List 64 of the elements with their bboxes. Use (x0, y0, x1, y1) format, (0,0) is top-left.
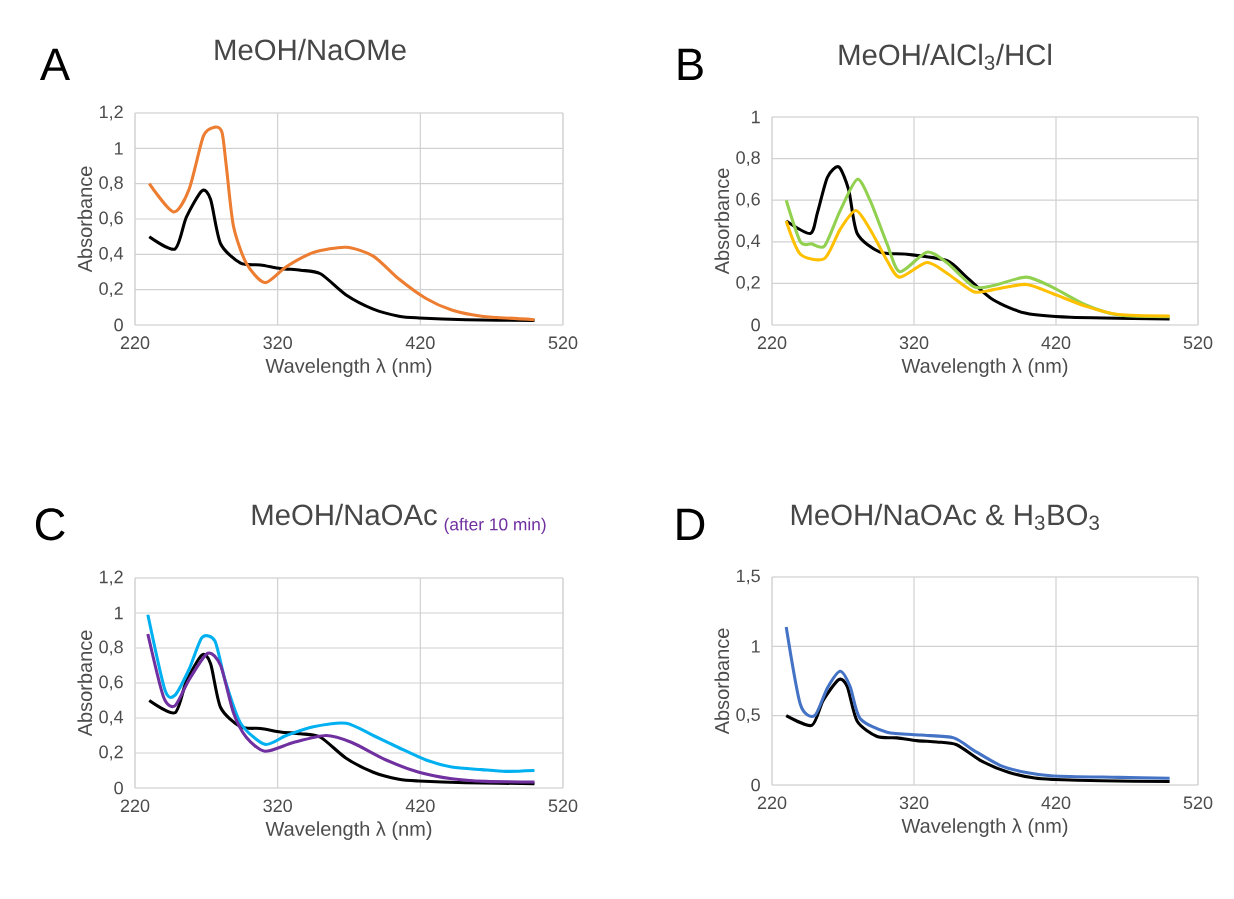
x-tick-label: 220 (757, 796, 787, 810)
text: B (678, 48, 703, 80)
chart-title: MeOH/NaOAc (252, 503, 437, 526)
y-axis-title: Absorbance (714, 628, 730, 735)
y-tick-label: 0,8 (736, 151, 760, 167)
x-tick-label: 520 (548, 336, 578, 350)
y-tick-label: 0 (751, 778, 760, 792)
x-tick-label: 520 (1183, 796, 1213, 810)
y-tick-label: 1,5 (736, 569, 760, 585)
y-tick-label: 1,2 (99, 105, 123, 121)
x-tick-label: 420 (405, 799, 435, 813)
x-tick-label: 420 (1041, 336, 1071, 350)
y-tick-label: 0,2 (736, 275, 760, 291)
chart-title: MeOH/NaOMe (215, 38, 406, 61)
x-tick-label: 520 (1183, 336, 1213, 350)
y-tick-label: 0,4 (99, 246, 124, 262)
x-tick-label: 320 (263, 336, 292, 350)
y-tick-label: 0,8 (99, 176, 123, 192)
x-tick-label: 320 (263, 799, 292, 813)
y-tick-label: 1 (114, 606, 123, 620)
y-axis-title: Absorbance (77, 630, 93, 737)
y-tick-label: 0 (114, 781, 123, 795)
y-tick-label: 0,6 (99, 211, 123, 227)
line-series (147, 189, 537, 323)
chart-title: MeOH/NaOAc & H$_{3}$BO$_{3}$ (791, 503, 1099, 531)
text: C (35, 508, 65, 541)
x-tick-label: 420 (405, 336, 435, 350)
x-tick-label: 220 (757, 336, 787, 350)
x-axis-title: Wavelength λ (nm) (265, 358, 432, 377)
line-series (146, 632, 537, 784)
y-tick-label: 0,6 (736, 192, 760, 208)
line-series (784, 678, 1172, 784)
y-tick-label: 0,2 (99, 745, 123, 761)
y-axis-title: Absorbance (77, 166, 93, 273)
y-tick-label: 0,2 (99, 282, 123, 298)
y-tick-label: 1 (752, 640, 760, 653)
x-axis-title: Wavelength λ (nm) (265, 821, 432, 840)
line-series (784, 209, 1172, 318)
x-tick-label: 520 (548, 799, 578, 813)
x-tick-label: 220 (120, 336, 150, 350)
y-tick-label: 1,2 (99, 570, 123, 586)
line-series (146, 613, 537, 773)
line-series (784, 625, 1172, 780)
y-tick-label: 1 (752, 110, 760, 124)
chart-title: MeOH/AlCl$_{3}$/HCl (839, 43, 1051, 71)
text: A (39, 48, 71, 80)
y-tick-label: 1 (114, 142, 123, 155)
line-series (147, 125, 537, 322)
y-tick-label: 0 (751, 318, 760, 332)
x-tick-label: 320 (899, 796, 929, 810)
x-tick-label: 420 (1041, 796, 1071, 810)
text: D (677, 508, 705, 540)
x-tick-label: 320 (899, 336, 929, 350)
y-tick-label: 0,4 (99, 710, 124, 726)
y-tick-label: 0,4 (736, 234, 761, 250)
y-axis-title: Absorbance (714, 168, 730, 275)
x-axis-title: Wavelength λ (nm) (901, 358, 1068, 377)
chart-subtitle: (after 10 min) (444, 517, 546, 534)
x-tick-label: 220 (120, 799, 150, 813)
x-axis-title: Wavelength λ (nm) (901, 818, 1068, 837)
y-tick-label: 0,8 (99, 640, 123, 656)
y-tick-label: 0,6 (99, 675, 123, 691)
y-tick-label: 0,5 (736, 708, 760, 724)
y-tick-label: 0 (114, 318, 123, 332)
